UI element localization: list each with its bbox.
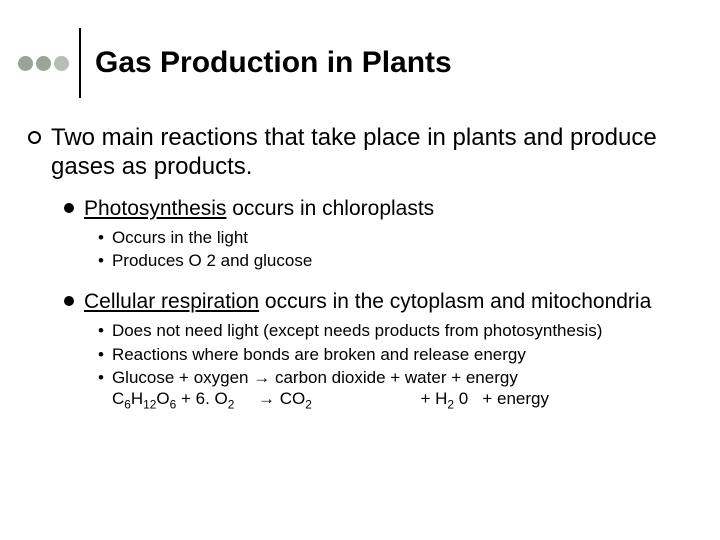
bullet-text: Produces O 2 and glucose [112, 250, 312, 271]
bullet-level3: • Does not need light (except needs prod… [98, 320, 692, 341]
bullet-text: Does not need light (except needs produc… [112, 320, 602, 341]
bullet-text: Occurs in the light [112, 227, 248, 248]
bullet-text: Two main reactions that take place in pl… [51, 124, 692, 182]
dot-icon: • [98, 320, 104, 341]
title-divider [79, 28, 81, 98]
bullet-text: Reactions where bonds are broken and rel… [112, 344, 526, 365]
spacer [28, 273, 692, 289]
circle-icon [36, 56, 51, 71]
slide-title: Gas Production in Plants [95, 46, 452, 80]
bullet-level3: • Glucose + oxygen → carbon dioxide + wa… [98, 367, 692, 413]
dot-icon: • [98, 367, 104, 388]
bullet-level2: Cellular respiration occurs in the cytop… [64, 289, 692, 314]
underlined-text: Cellular respiration [84, 290, 259, 313]
circle-icon [18, 56, 33, 71]
bullet-text: Photosynthesis occurs in chloroplasts [84, 196, 434, 221]
equation-formula: C6H12O6 + 6. O2 → CO2 + H2 0 + energy [112, 388, 549, 412]
dot-icon: • [98, 227, 104, 248]
bullet-level2: Photosynthesis occurs in chloroplasts [64, 196, 692, 221]
bullet-level1: Two main reactions that take place in pl… [28, 124, 692, 182]
bullet-text: Glucose + oxygen → carbon dioxide + wate… [112, 367, 549, 413]
plain-text: occurs in chloroplasts [226, 197, 434, 220]
slide-content: Two main reactions that take place in pl… [0, 98, 720, 412]
dot-icon: • [98, 344, 104, 365]
equation-words: Glucose + oxygen → carbon dioxide + wate… [112, 367, 549, 388]
plain-text: occurs in the cytoplasm and mitochondria [259, 290, 651, 313]
dot-icon: • [98, 250, 104, 271]
underlined-text: Photosynthesis [84, 197, 226, 220]
bullet-level3: • Occurs in the light [98, 227, 692, 248]
filled-circle-icon [64, 203, 74, 213]
circle-icon [54, 56, 69, 71]
title-row: Gas Production in Plants [0, 0, 720, 98]
hollow-circle-icon [28, 131, 41, 144]
bullet-level3: • Reactions where bonds are broken and r… [98, 344, 692, 365]
title-circles [18, 56, 69, 71]
filled-circle-icon [64, 296, 74, 306]
bullet-text: Cellular respiration occurs in the cytop… [84, 289, 651, 314]
bullet-level3: • Produces O 2 and glucose [98, 250, 692, 271]
